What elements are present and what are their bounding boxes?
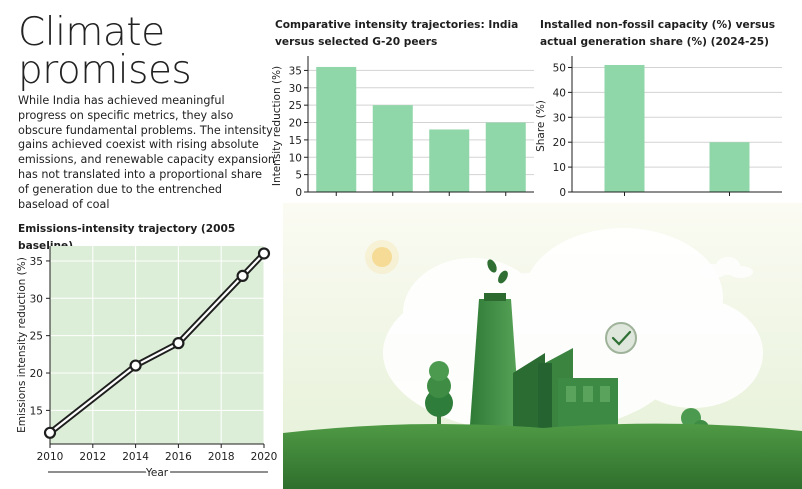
factory-illustration (283, 203, 802, 489)
y-tick-label: 20 (553, 137, 566, 149)
y-tick-label: 0 (295, 187, 302, 199)
y-tick-label: 5 (295, 170, 302, 182)
y-axis-label: Emissions intensity reduction (%) (16, 257, 28, 433)
comparative-intensity-bar-chart: 05101520253035IndiaG-20 Avg.ChinaU.S.Int… (271, 56, 534, 214)
checkmark-icon (605, 322, 637, 354)
y-tick-label: 30 (553, 112, 566, 124)
data-point (43, 426, 57, 439)
y-axis-label: Intensity reduction (%) (271, 66, 283, 186)
data-point (257, 247, 271, 260)
x-tick-label: 2010 (37, 451, 64, 463)
y-tick-label: 25 (30, 331, 43, 343)
x-tick-label: 2014 (122, 451, 149, 463)
y-tick-label: 10 (553, 162, 566, 174)
intro-text: While India has achieved meaningful prog… (18, 94, 276, 211)
y-tick-label: 10 (289, 152, 302, 164)
y-tick-label: 20 (289, 118, 302, 130)
intensity-bar (429, 129, 470, 192)
y-tick-label: 35 (30, 256, 43, 268)
y-axis-label: Share (%) (535, 100, 547, 152)
plot-area (50, 246, 264, 444)
share-bar (709, 142, 750, 192)
y-tick-label: 30 (30, 293, 43, 305)
x-tick-label: 2016 (165, 451, 192, 463)
intensity-bar (372, 105, 413, 192)
x-axis-label: Year (145, 467, 169, 479)
y-tick-label: 15 (30, 405, 43, 417)
share-bar (604, 64, 645, 192)
data-point (129, 359, 142, 372)
y-tick-label: 0 (559, 187, 566, 199)
y-tick-label: 15 (289, 135, 302, 147)
factory-icon (469, 293, 618, 439)
x-tick-label: 2012 (79, 451, 106, 463)
y-tick-label: 35 (289, 65, 302, 77)
bar-chart-1-title: Comparative intensity trajectories: Indi… (275, 19, 519, 48)
emissions-intensity-line-chart: 15 20 25 30 35 2010 2012 2014 2016 2018 2020 Year Em… (16, 246, 278, 481)
bar-chart-2-title: Installed non-fossil capacity (%) versus… (540, 19, 776, 48)
x-tick-label: 2018 (208, 451, 235, 463)
leaf-icon (487, 259, 508, 284)
y-tick-label: 25 (289, 100, 302, 112)
y-tick-label: 40 (553, 87, 566, 99)
intensity-bar (316, 66, 357, 192)
sun-icon (365, 240, 399, 274)
x-tick-label: 2020 (251, 451, 278, 463)
y-tick-label: 20 (30, 368, 43, 380)
y-tick-label: 50 (553, 62, 566, 74)
intensity-bar (485, 122, 526, 192)
headline: Climate promises (18, 10, 192, 93)
data-point (236, 269, 249, 282)
data-point (172, 337, 185, 350)
y-tick-label: 30 (289, 83, 302, 95)
